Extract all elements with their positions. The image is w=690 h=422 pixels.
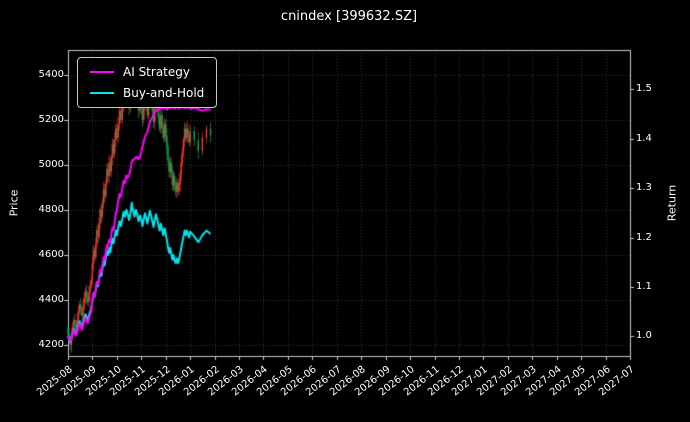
legend-label-ai-strategy: AI Strategy [123, 65, 190, 79]
legend: AI Strategy Buy-and-Hold [77, 57, 218, 108]
return-tick-label: 1.2 [636, 231, 652, 243]
legend-item-buy-and-hold: Buy-and-Hold [90, 86, 204, 100]
price-tick-label: 4800 [38, 203, 64, 215]
price-tick-label: 5400 [38, 68, 64, 80]
buy-and-hold-line-swatch [90, 92, 114, 94]
price-tick-label: 5000 [38, 158, 64, 170]
return-tick-label: 1.0 [636, 330, 652, 342]
price-tick-label: 4200 [38, 338, 64, 350]
ai-strategy-line-swatch [90, 71, 114, 73]
return-tick-label: 1.3 [636, 182, 652, 194]
price-tick-label: 4600 [38, 248, 64, 260]
return-tick-label: 1.5 [636, 83, 652, 95]
legend-label-buy-and-hold: Buy-and-Hold [123, 86, 205, 100]
legend-item-ai-strategy: AI Strategy [90, 65, 204, 79]
return-tick-label: 1.1 [636, 280, 652, 292]
price-tick-label: 4400 [38, 293, 64, 305]
return-tick-label: 1.4 [636, 132, 652, 144]
price-axis-label: Price [7, 189, 21, 217]
chart-title: cnindex [399632.SZ] [280, 9, 418, 24]
price-tick-label: 5200 [38, 113, 64, 125]
